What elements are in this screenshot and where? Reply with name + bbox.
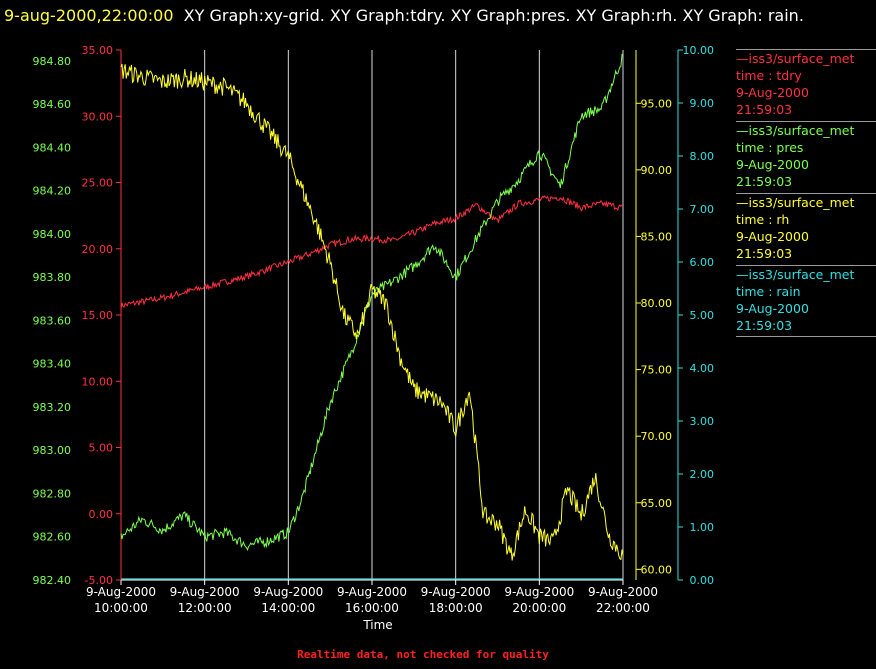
series-line-tdry [120,195,624,310]
legend-separator [736,336,876,337]
pres-tick-label: 984.20 [33,185,72,198]
x-tick-date: 9-Aug-2000 [337,585,407,599]
legend-date: 9-Aug-2000 [736,85,809,100]
pres-tick-label: 982.40 [33,574,72,587]
legend-source: —iss3/surface_met [736,51,855,66]
legend-field: time : rain [736,284,801,299]
rain-tick-label: 2.00 [690,468,715,481]
legend-time: 21:59:03 [736,102,793,117]
rain-tick-label: 9.00 [690,97,715,110]
legend-source: —iss3/surface_met [736,267,855,282]
rain-tick-label: 1.00 [690,521,715,534]
rh-tick-label: 90.00 [641,164,673,177]
rain-tick-label: 8.00 [690,150,715,163]
quality-notice: Realtime data, not checked for quality [297,648,549,661]
tdry-tick-label: 15.00 [82,309,114,322]
legend-field: time : tdry [736,68,802,83]
rh-tick-label: 95.00 [641,97,673,110]
legend-field: time : rh [736,212,790,227]
legend-date: 9-Aug-2000 [736,157,809,172]
rh-tick-label: 60.00 [641,563,673,576]
legend-time: 21:59:03 [736,318,793,333]
x-tick-date: 9-Aug-2000 [421,585,491,599]
x-tick-time: 10:00:00 [94,601,148,615]
tdry-tick-label: 5.00 [89,442,114,455]
legend-separator [736,265,876,266]
rh-tick-label: 65.00 [641,497,673,510]
legend-separator [736,49,876,50]
x-tick-time: 14:00:00 [261,601,315,615]
legend-source: —iss3/surface_met [736,195,855,210]
x-tick-date: 9-Aug-2000 [588,585,658,599]
legend-time: 21:59:03 [736,246,793,261]
legend-time: 21:59:03 [736,174,793,189]
series-line-rh [120,63,624,561]
tdry-tick-label: 35.00 [82,44,114,57]
x-tick-date: 9-Aug-2000 [86,585,156,599]
rain-tick-label: 7.00 [690,203,715,216]
rain-tick-label: 10.00 [683,44,715,57]
pres-tick-label: 983.40 [33,358,72,371]
rain-tick-label: 3.00 [690,415,715,428]
pres-tick-label: 983.00 [33,444,72,457]
x-tick-time: 12:00:00 [178,601,232,615]
graph-title: 9-aug-2000,22:00:00 XY Graph:xy-grid. XY… [4,2,864,30]
x-axis-label: Time [362,618,392,632]
x-tick-date: 9-Aug-2000 [170,585,240,599]
x-tick-time: 16:00:00 [345,601,399,615]
tdry-tick-label: 30.00 [82,110,114,123]
series-lines [120,53,624,580]
rh-tick-label: 85.00 [641,230,673,243]
series-line-pres [120,53,624,552]
legend-separator [736,121,876,122]
pres-tick-label: 983.20 [33,401,72,414]
pres-tick-label: 984.40 [33,141,72,154]
tdry-tick-label: 25.00 [82,177,114,190]
legend-date: 9-Aug-2000 [736,229,809,244]
legend-field: time : pres [736,140,804,155]
rain-tick-label: 5.00 [690,309,715,322]
legend-date: 9-Aug-2000 [736,301,809,316]
x-tick-time: 20:00:00 [512,601,566,615]
x-tick-date: 9-Aug-2000 [253,585,323,599]
pres-tick-label: 983.80 [33,271,72,284]
rh-tick-label: 70.00 [641,430,673,443]
rain-tick-label: 6.00 [690,256,715,269]
pres-tick-label: 984.00 [33,228,72,241]
title-graph-list: XY Graph:xy-grid. XY Graph:tdry. XY Grap… [183,6,804,25]
tdry-tick-label: 20.00 [82,243,114,256]
rain-tick-label: 4.00 [690,362,715,375]
grid-lines [120,50,624,580]
legend-source: —iss3/surface_met [736,123,855,138]
rain-tick-label: 0.00 [690,574,715,587]
tdry-tick-label: 10.00 [82,375,114,388]
rh-tick-label: 80.00 [641,297,673,310]
title-timestamp: 9-aug-2000,22:00:00 [4,6,174,25]
axes: 9-Aug-2000 10:00:00 9-Aug-2000 12:00:00 9-Au… [33,44,715,615]
x-tick-date: 9-Aug-2000 [504,585,574,599]
tdry-tick-label: 0.00 [89,508,114,521]
pres-tick-label: 984.80 [33,55,72,68]
x-tick-time: 18:00:00 [429,601,483,615]
pres-tick-label: 983.60 [33,314,72,327]
tdry-tick-label: -5.00 [85,574,113,587]
pres-tick-label: 984.60 [33,98,72,111]
x-tick-time: 22:00:00 [596,601,650,615]
pres-tick-label: 982.80 [33,487,72,500]
legend-separator [736,193,876,194]
rh-tick-label: 75.00 [641,364,673,377]
pres-tick-label: 982.60 [33,531,72,544]
